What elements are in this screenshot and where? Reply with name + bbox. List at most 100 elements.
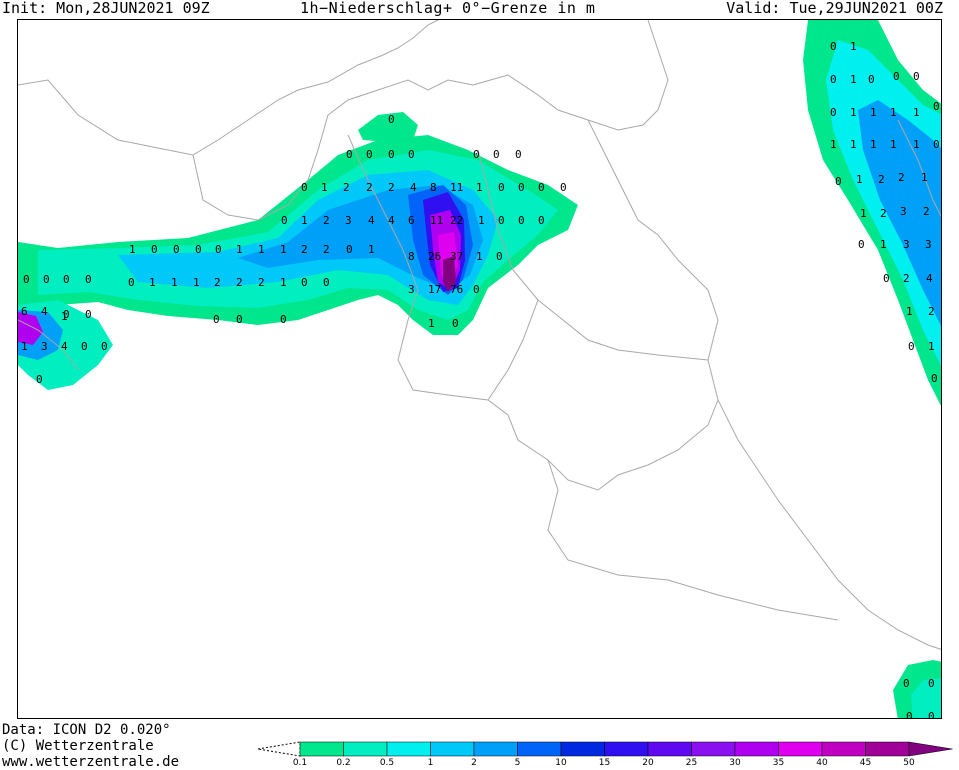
legend-swatch bbox=[865, 741, 910, 757]
freezing-level-value: 1 bbox=[368, 243, 375, 256]
freezing-level-value: 0 bbox=[388, 113, 395, 126]
legend-tick-label: 40 bbox=[816, 758, 828, 768]
init-time-label: Init: Mon,28JUN2021 09Z bbox=[2, 0, 210, 17]
freezing-level-value: 76 bbox=[450, 283, 463, 296]
legend-swatch bbox=[473, 741, 518, 757]
border-inner-3 bbox=[487, 299, 539, 401]
freezing-level-value: 1 bbox=[928, 340, 935, 353]
freezing-level-value: 1 bbox=[61, 310, 68, 323]
freezing-level-value: 3 bbox=[900, 205, 907, 218]
freezing-level-value: 6 bbox=[408, 214, 415, 227]
freezing-level-value: 4 bbox=[388, 214, 395, 227]
freezing-level-value: 26 bbox=[428, 250, 441, 263]
freezing-level-value: 2 bbox=[236, 276, 243, 289]
freezing-level-value: 1 bbox=[850, 40, 857, 53]
freezing-level-value: 2 bbox=[343, 181, 350, 194]
legend-bar bbox=[257, 741, 953, 757]
border-right bbox=[897, 119, 941, 218]
border-central bbox=[397, 289, 719, 491]
freezing-level-value: 0 bbox=[913, 70, 920, 83]
freezing-level-value: 8 bbox=[430, 181, 437, 194]
freezing-level-value: 1 bbox=[850, 138, 857, 151]
freezing-level-value: 0 bbox=[63, 273, 70, 286]
freezing-level-value: 0 bbox=[560, 181, 567, 194]
legend-swatch bbox=[691, 741, 736, 757]
freezing-level-value: 2 bbox=[898, 171, 905, 184]
freezing-level-value: 1 bbox=[258, 243, 265, 256]
freezing-level-value: 8 bbox=[408, 250, 415, 263]
freezing-level-value: 0 bbox=[928, 677, 935, 690]
freezing-level-value: 11 bbox=[450, 181, 463, 194]
website-label: www.wetterzentrale.de bbox=[2, 754, 180, 770]
map-title: 1h−Niederschlag+ 0°−Grenze in m bbox=[300, 0, 596, 17]
freezing-level-value: 0 bbox=[858, 238, 865, 251]
freezing-level-value: 4 bbox=[41, 305, 48, 318]
precip-core-5 bbox=[443, 256, 456, 292]
legend-tick-label: 45 bbox=[859, 758, 872, 768]
freezing-level-value: 2 bbox=[928, 305, 935, 318]
freezing-level-value: 1 bbox=[129, 243, 136, 256]
freezing-level-value: 0 bbox=[538, 181, 545, 194]
freezing-level-value: 0 bbox=[903, 677, 910, 690]
map-canvas: 00 0 0 0 0 0 00 1 2 2 2 4 8 11 1 0 0 0 00 1 2 3 4 4 6 11 22 1 0 0 01 0 0… bbox=[18, 20, 942, 719]
freezing-level-value: 0 bbox=[931, 372, 938, 385]
freezing-level-value: 2 bbox=[323, 243, 330, 256]
freezing-level-value: 3 bbox=[41, 340, 48, 353]
freezing-level-value: 1 bbox=[428, 317, 435, 330]
freezing-level-value: 0 bbox=[36, 373, 43, 386]
freezing-level-value: 1 bbox=[890, 106, 897, 119]
legend-swatch bbox=[778, 741, 823, 757]
freezing-level-value: 0 bbox=[835, 175, 842, 188]
freezing-level-value: 0 bbox=[933, 100, 940, 113]
freezing-level-value: 0 bbox=[236, 313, 243, 326]
freezing-level-value: 0 bbox=[85, 273, 92, 286]
freezing-level-value: 1 bbox=[890, 138, 897, 151]
freezing-level-value: 17 bbox=[428, 283, 441, 296]
legend-swatch bbox=[386, 741, 431, 757]
legend-tick-label: 35 bbox=[772, 758, 785, 768]
precip-right-core bbox=[858, 100, 941, 326]
freezing-level-value: 2 bbox=[878, 173, 885, 186]
border-left bbox=[18, 319, 79, 371]
border-north bbox=[192, 74, 509, 221]
freezing-level-value: 0 bbox=[388, 148, 395, 161]
freezing-level-value: 4 bbox=[368, 214, 375, 227]
freezing-level-value: 2 bbox=[301, 243, 308, 256]
color-scale-legend: 0.1 0.2 0.5 1 2 5 10 15 20 25 30 35 40 45 50 bbox=[257, 739, 958, 770]
freezing-level-value: 1 bbox=[940, 106, 942, 119]
legend-swatch bbox=[560, 741, 605, 757]
freezing-level-value: 1 bbox=[280, 243, 287, 256]
freezing-level-value: 1 bbox=[301, 214, 308, 227]
freezing-level-value: 4 bbox=[926, 272, 933, 285]
freezing-level-value: 1 bbox=[850, 106, 857, 119]
legend-swatch bbox=[908, 741, 953, 757]
legend-tick-label: 10 bbox=[555, 758, 567, 768]
freezing-level-value: 6 bbox=[21, 305, 28, 318]
freezing-level-value: 11 bbox=[430, 214, 443, 227]
freezing-level-value: 0 bbox=[280, 313, 287, 326]
legend-tick-label: 0.5 bbox=[379, 758, 395, 768]
freezing-level-value: 0 bbox=[498, 214, 505, 227]
freezing-level-value: 1 bbox=[870, 106, 877, 119]
freezing-level-value: 1 bbox=[193, 276, 200, 289]
legend-tick-label: 25 bbox=[685, 758, 698, 768]
legend-tick-label: 50 bbox=[903, 758, 915, 768]
legend-swatch bbox=[647, 741, 692, 757]
country-borders bbox=[18, 20, 941, 650]
freezing-level-value: 1 bbox=[850, 73, 857, 86]
freezing-level-value: 0 bbox=[493, 148, 500, 161]
freezing-level-value: 4 bbox=[61, 340, 68, 353]
freezing-level-value: 0 bbox=[518, 181, 525, 194]
freezing-level-value: 0 bbox=[281, 214, 288, 227]
freezing-level-value: 2 bbox=[903, 272, 910, 285]
freezing-level-value: 1 bbox=[856, 173, 863, 186]
freezing-level-value: 0 bbox=[128, 276, 135, 289]
freezing-level-value: 2 bbox=[214, 276, 221, 289]
freezing-level-value: 0 bbox=[195, 243, 202, 256]
freezing-level-value: 37 bbox=[450, 250, 463, 263]
data-source-label: Data: ICON D2 0.020° bbox=[2, 722, 171, 738]
freezing-level-value: 1 bbox=[321, 181, 328, 194]
freezing-level-value: 0 bbox=[928, 710, 935, 719]
legend-swatch bbox=[299, 741, 344, 757]
freezing-level-value: 0 bbox=[151, 243, 158, 256]
